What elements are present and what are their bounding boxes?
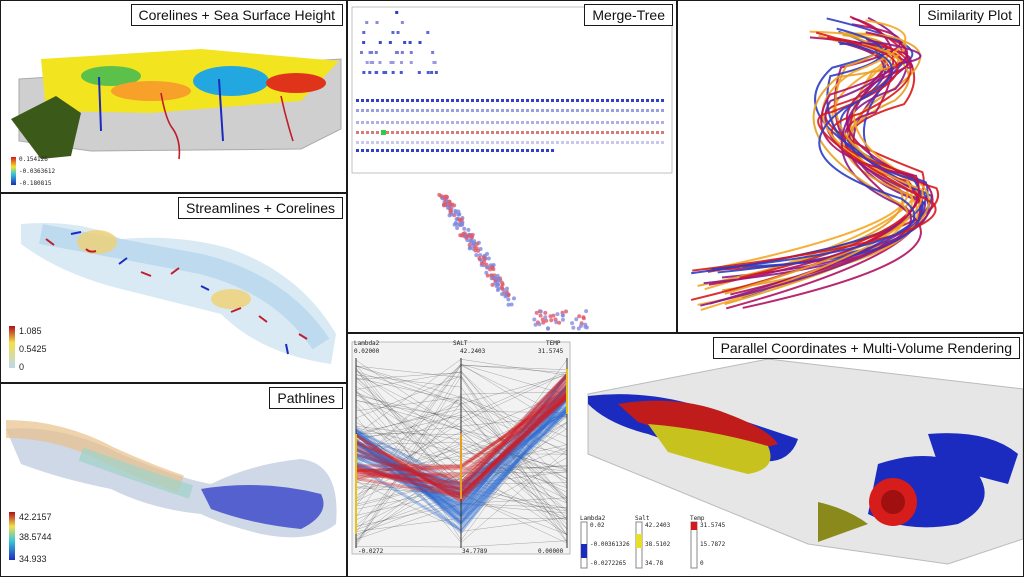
- legend-salt-mid: 38.5102: [645, 541, 671, 548]
- path-legend-mid: 38.5744: [19, 532, 52, 542]
- axis-top-salt: 42.2403: [460, 348, 486, 355]
- panel-title: Similarity Plot: [919, 4, 1020, 26]
- streamlines-panel: Streamlines + Corelines 1.085 0.5425 0: [0, 193, 347, 383]
- similarity-plot-panel: Similarity Plot: [677, 0, 1024, 333]
- legend-lambda2-name: Lambda2: [580, 515, 606, 522]
- pathlines-panel: Pathlines 42.2157 38.5744 34.933: [0, 383, 347, 577]
- legend-temp-max: 31.5745: [700, 522, 726, 529]
- legend-salt-min: 34.78: [645, 560, 663, 567]
- panel-title: Corelines + Sea Surface Height: [130, 4, 343, 26]
- ssh-legend-mid: -0.0363612: [19, 168, 56, 175]
- legend-temp-mid: 15.7872: [700, 541, 726, 548]
- merge-tree-panel: Merge-Tree: [347, 0, 677, 333]
- merge-tree-render: [351, 6, 673, 331]
- panel-title: Streamlines + Corelines: [177, 197, 343, 219]
- stream-legend-max: 1.085: [19, 326, 42, 336]
- legend-temp-min: 0: [700, 560, 704, 567]
- legend-lambda2-max: 0.02: [590, 522, 605, 529]
- axis-bottom-lambda2: -0.0272: [358, 548, 384, 555]
- axis-top-lambda2: 0.02000: [354, 348, 380, 355]
- stream-legend-mid: 0.5425: [19, 344, 47, 354]
- axis-name-temp: TEMP: [546, 340, 561, 347]
- parallel-coords-panel: Parallel Coordinates + Multi-Volume Rend…: [347, 333, 1024, 577]
- legend-lambda2-min: -0.0272265: [590, 560, 627, 567]
- stream-legend-min: 0: [19, 362, 24, 372]
- similarity-plot-render: [690, 15, 940, 311]
- path-legend-min: 34.933: [19, 554, 47, 564]
- path-legend-max: 42.2157: [19, 512, 52, 522]
- axis-bottom-temp: 0.00000: [538, 548, 564, 555]
- merge-tree-rows: [356, 11, 664, 152]
- axis-bottom-salt: 34.7789: [462, 548, 488, 555]
- streamlines-render: 1.085 0.5425 0: [9, 223, 336, 372]
- legend-salt-name: Salt: [635, 515, 650, 522]
- merge-tree-scatter: [437, 192, 589, 331]
- ssh-legend-max: 0.154126: [19, 156, 48, 163]
- ssh-render: 0.154126 -0.0363612 -0.180815: [11, 49, 342, 187]
- legend-temp-name: Temp: [690, 515, 705, 522]
- legend-lambda2-mid: -0.00361326: [590, 541, 630, 548]
- corelines-ssh-panel: Corelines + Sea Surface Height 0.154126 …: [0, 0, 347, 193]
- parallel-render: Lambda2 SALT TEMP 0.02000 42.2403 31.574…: [351, 340, 1023, 569]
- pathlines-render: 42.2157 38.5744 34.933: [5, 420, 337, 564]
- axis-name-lambda2: Lambda2: [354, 340, 380, 347]
- legend-salt-max: 42.2403: [645, 522, 671, 529]
- panel-title: Merge-Tree: [584, 4, 673, 26]
- panel-title: Pathlines: [269, 387, 343, 409]
- ssh-legend-min: -0.180815: [19, 180, 52, 187]
- axis-name-salt: SALT: [453, 340, 468, 347]
- axis-top-temp: 31.5745: [538, 348, 564, 355]
- panel-title: Parallel Coordinates + Multi-Volume Rend…: [712, 337, 1020, 359]
